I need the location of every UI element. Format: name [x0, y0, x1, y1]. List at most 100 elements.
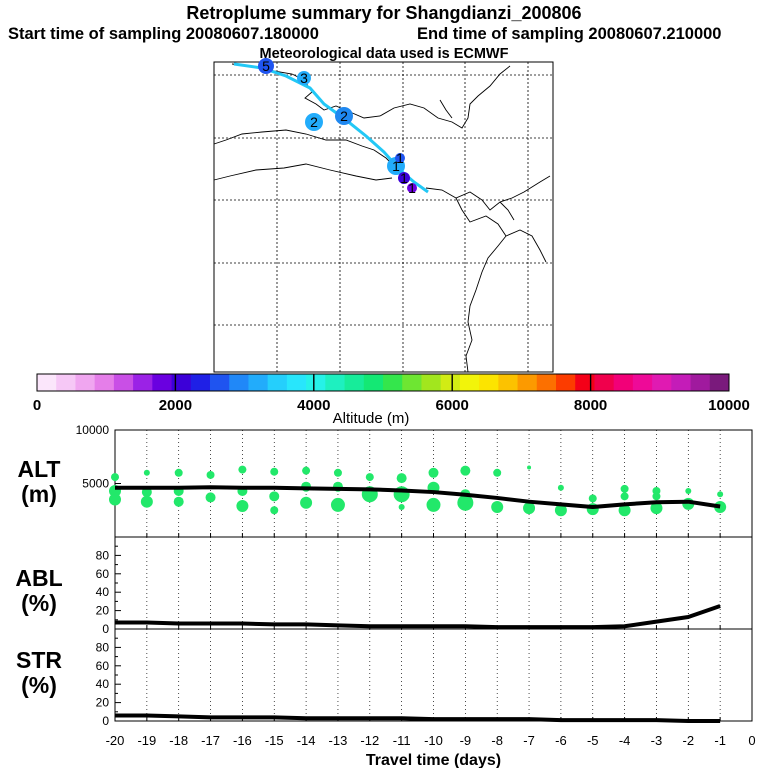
altitude-dot — [206, 470, 215, 479]
median-line — [115, 604, 721, 630]
y-tick-label: 60 — [96, 567, 110, 581]
plume-cluster-dot — [407, 183, 417, 193]
colorbar-tick-label: 0 — [33, 397, 41, 414]
panel-frame — [114, 536, 753, 630]
colorbar-cell — [152, 374, 172, 391]
colorbar-cell — [383, 374, 403, 391]
altitude-dot — [428, 467, 439, 478]
colorbar-label: Altitude (m) — [333, 410, 410, 427]
altitude-dot — [620, 492, 629, 501]
altitude-dot — [236, 499, 249, 512]
x-tick-label: -9 — [460, 733, 472, 748]
colorbar-cell — [632, 374, 653, 391]
altitude-dot — [620, 484, 629, 493]
x-tick-label: -15 — [265, 733, 284, 748]
colorbar-cell — [498, 374, 518, 391]
colorbar-cell — [210, 374, 230, 391]
colorbar-cell — [113, 374, 134, 391]
colorbar-cell — [75, 374, 96, 391]
altitude-dot — [618, 504, 631, 517]
end-time-label: End time of sampling 20080607.210000 — [417, 25, 722, 43]
x-axis-label: Travel time (days) — [366, 752, 501, 768]
x-tick-label: -6 — [555, 733, 567, 748]
colorbar-cell — [671, 374, 691, 391]
colorbar-cell — [133, 374, 153, 391]
altitude-dot — [173, 496, 184, 507]
altitude-dot — [554, 504, 567, 517]
panel-frame — [114, 628, 753, 722]
x-tick-label: -2 — [683, 733, 695, 748]
altitude-dot — [143, 469, 150, 476]
time-series-panels: 10000 5000 80 60 40 20 0 80 60 40 20 0 — [76, 423, 753, 728]
altitude-dot — [270, 467, 279, 476]
panel-alt: 10000 5000 — [76, 423, 753, 538]
colorbar-cell — [363, 374, 384, 391]
y-tick-label: 0 — [102, 714, 109, 728]
x-tick-label: -20 — [106, 733, 125, 748]
colorbar-cell — [652, 374, 672, 391]
colorbar-cell — [344, 374, 365, 391]
y-tick-label: 0 — [102, 622, 109, 636]
plume-cluster-label: 3 — [300, 70, 308, 86]
chart-title: Retroplume summary for Shangdianzi_20080… — [186, 3, 582, 23]
altitude-dot — [365, 473, 374, 482]
colorbar-tick-label: 10000 — [708, 397, 750, 414]
altitude-dot — [588, 494, 597, 503]
altitude-dot — [333, 468, 342, 477]
colorbar-cell — [306, 374, 326, 391]
plume-cluster-dot — [297, 71, 311, 85]
y-tick-label: 40 — [96, 677, 110, 691]
plume-cluster-dot — [335, 107, 353, 125]
median-line — [115, 713, 721, 723]
x-tick-label: -16 — [233, 733, 252, 748]
altitude-dot — [652, 492, 661, 501]
plume-cluster-label: 2 — [340, 108, 348, 124]
panel-abl: 80 60 40 20 0 — [96, 536, 753, 636]
x-tick-label: -3 — [651, 733, 663, 748]
altitude-dot — [650, 502, 663, 515]
colorbar-cell — [325, 374, 345, 391]
x-axis: -20 -19 -18 -17 -16 -15 -14 -13 -12 -11 -10 -9 -8 -7-… — [106, 733, 756, 768]
altitude-dot — [300, 496, 313, 509]
alt-panel-label: ALT (m) — [17, 456, 61, 507]
x-tick-label: -17 — [201, 733, 220, 748]
y-tick-label: 10000 — [76, 423, 110, 437]
plume-cluster-label: 1 — [400, 170, 408, 186]
altitude-dot — [140, 495, 153, 508]
x-tick-label: -7 — [523, 733, 535, 748]
colorbar-cell — [690, 374, 711, 391]
y-tick-label: 60 — [96, 659, 110, 673]
map-grid — [214, 62, 553, 372]
colorbar-cell — [248, 374, 269, 391]
plume-cluster-label: 1 — [396, 150, 404, 166]
x-tick-label: -18 — [169, 733, 188, 748]
plume-cluster-dot — [395, 153, 405, 163]
colorbar-cell — [709, 374, 730, 391]
plume-cluster-dot — [258, 58, 274, 74]
colorbar-cell — [440, 374, 461, 391]
y-tick-label: 80 — [96, 548, 110, 562]
y-tick-label: 20 — [96, 696, 110, 710]
altitude-dot — [238, 465, 247, 474]
plume-cluster-label: 5 — [262, 58, 270, 74]
colorbar-cell — [190, 374, 211, 391]
colorbar-cell — [556, 374, 576, 391]
x-tick-label: -8 — [491, 733, 503, 748]
altitude-dot — [685, 487, 692, 494]
colorbar-tick-label: 4000 — [297, 397, 330, 414]
altitude-dot — [396, 473, 407, 484]
plume-cluster-label: 1 — [392, 158, 400, 174]
colorbar-tick-label: 2000 — [159, 397, 192, 414]
colorbar-cell — [536, 374, 557, 391]
colorbar-cell — [56, 374, 76, 391]
x-tick-label: -11 — [393, 733, 411, 748]
str-panel-label: STR (%) — [16, 647, 62, 698]
altitude-colorbar: 0 2000 4000 6000 8000 10000 Altitude (m) — [33, 373, 750, 427]
altitude-dot — [457, 494, 474, 511]
abl-panel-label: ABL (%) — [15, 565, 63, 616]
start-time-label: Start time of sampling 20080607.180000 — [8, 25, 319, 43]
altitude-dot — [302, 466, 311, 475]
altitude-dot — [270, 506, 279, 515]
colorbar-tick-label: 6000 — [436, 397, 469, 414]
altitude-dot — [491, 501, 504, 514]
